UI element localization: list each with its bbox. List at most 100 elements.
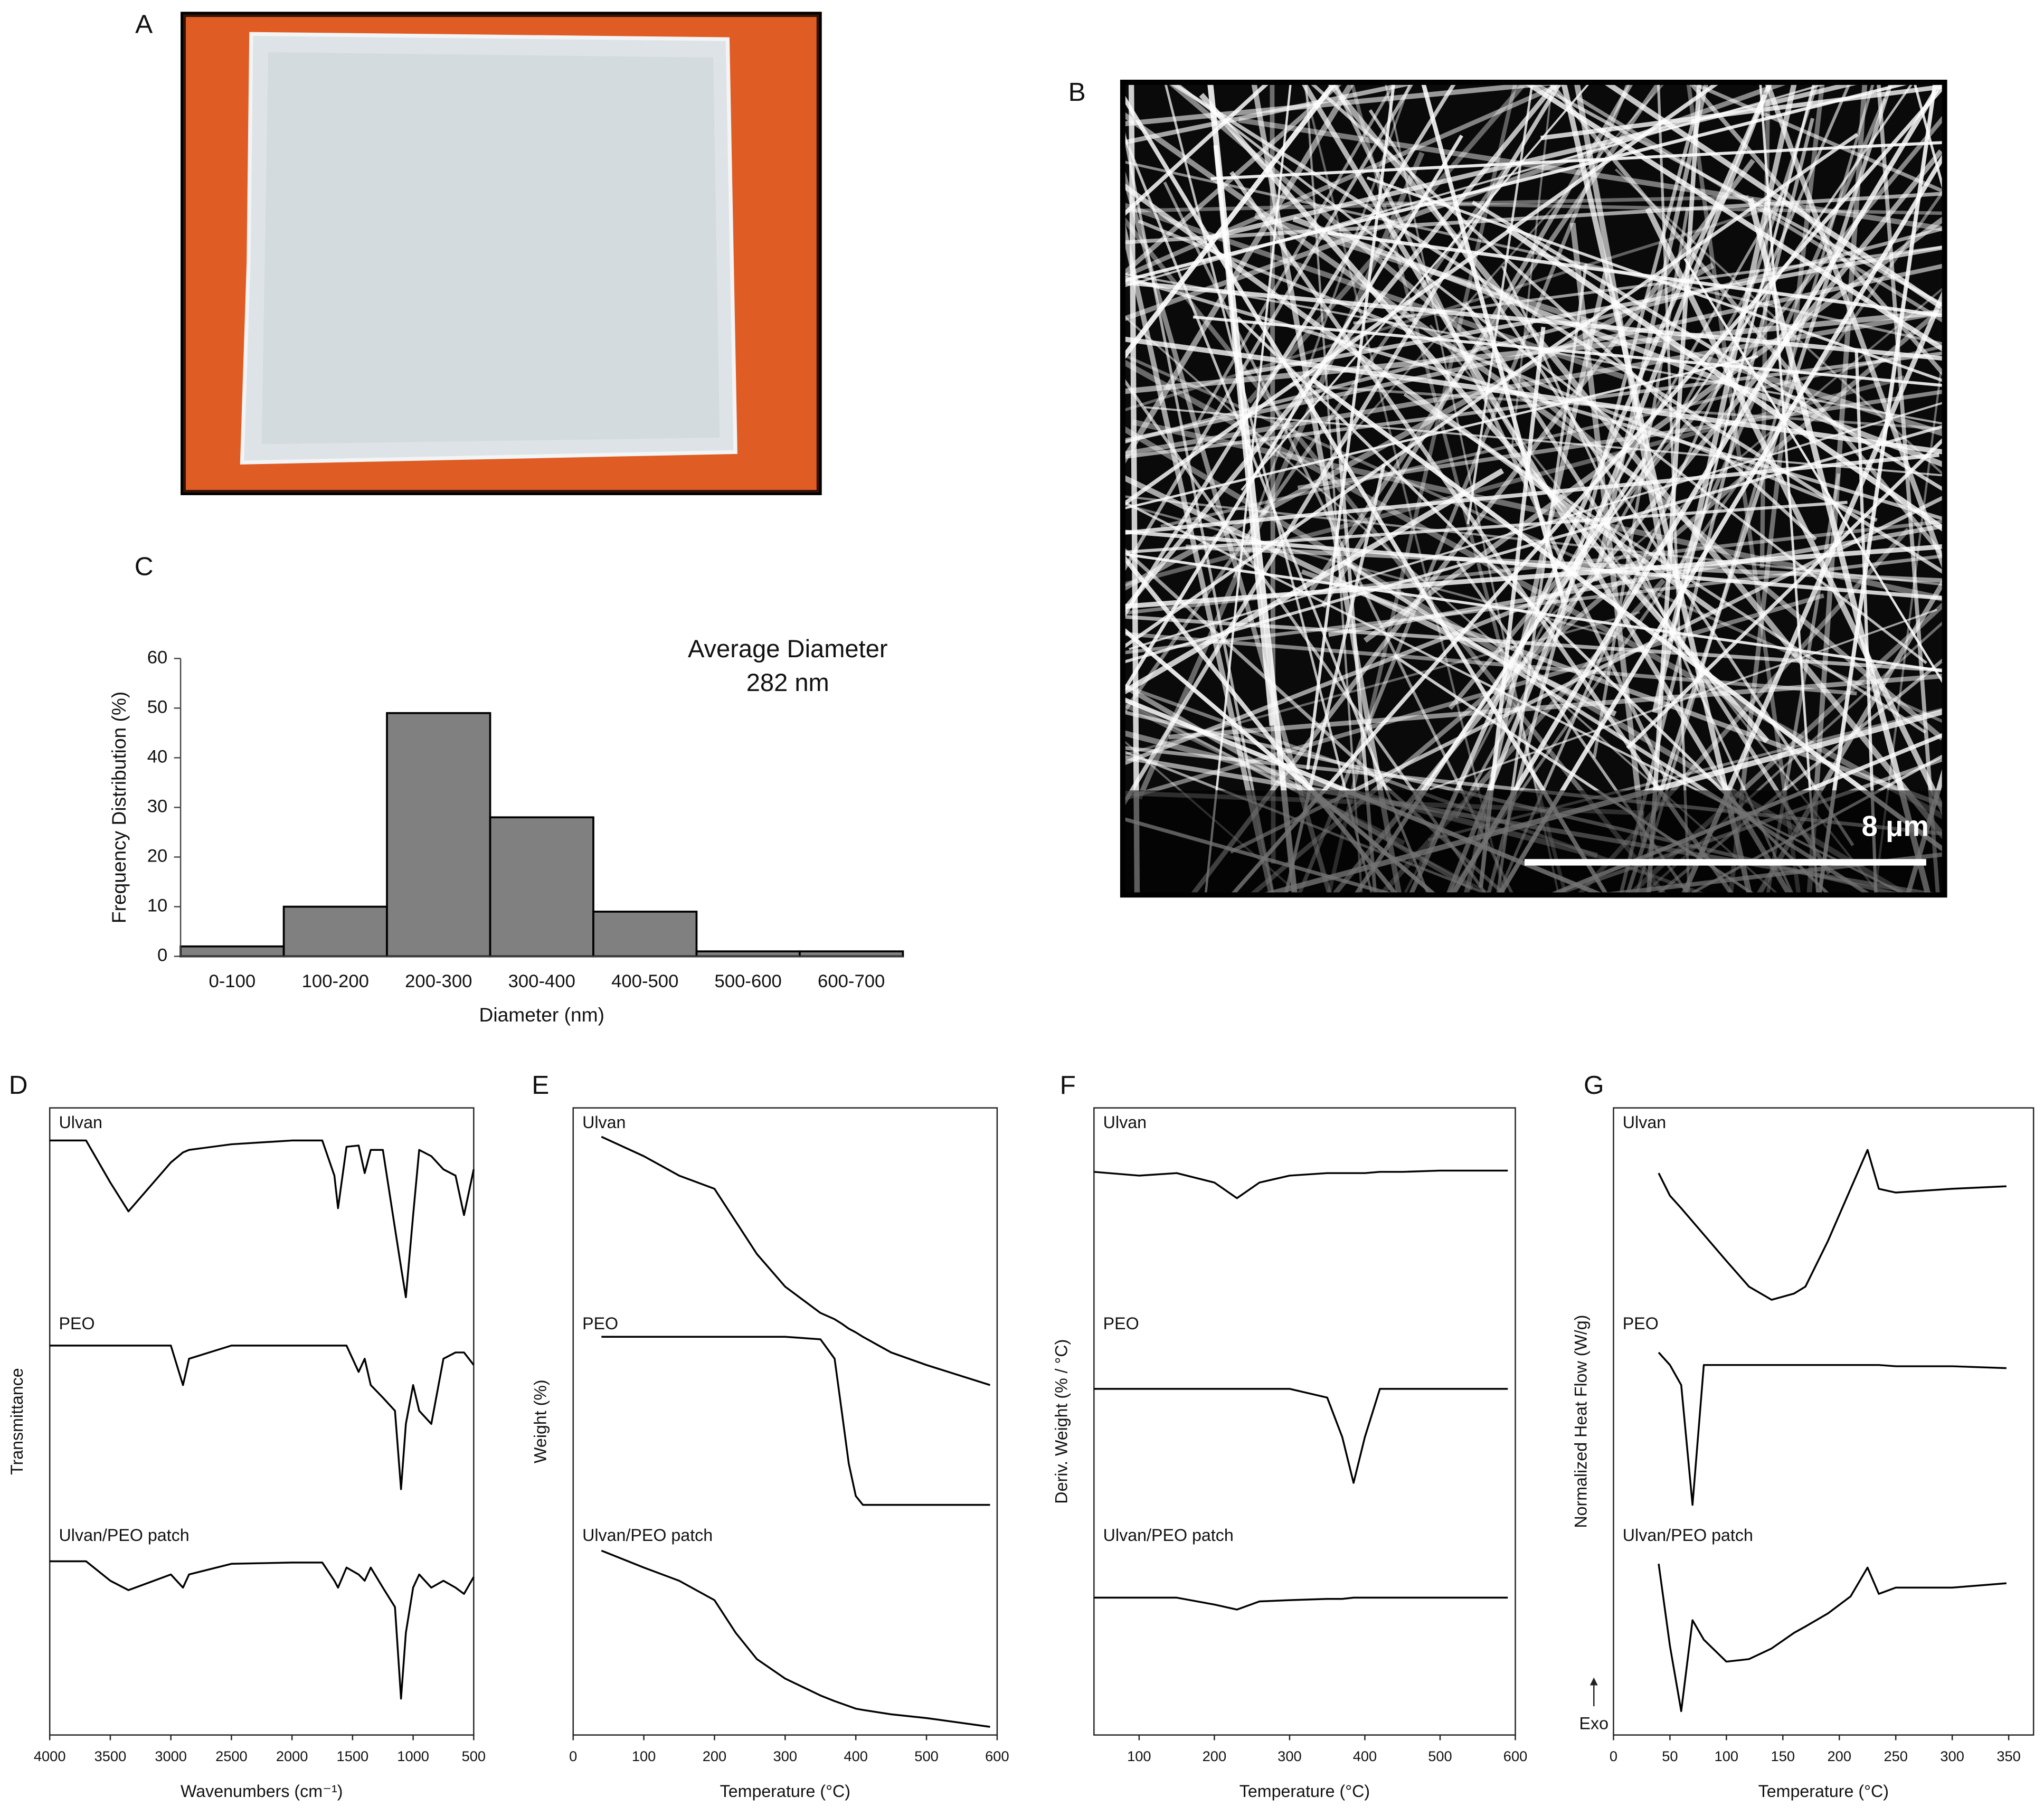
- fiber: [1498, 154, 1942, 893]
- fiber: [1125, 84, 1558, 612]
- x-tick-label: 500: [462, 1748, 486, 1764]
- line: [50, 1560, 475, 1700]
- x-tick-label: 200: [703, 1748, 726, 1764]
- bar: [799, 950, 904, 958]
- fiber: [1549, 84, 1942, 557]
- y-axis-label: Normalized Heat Flow (W/g): [1571, 1315, 1590, 1528]
- fiber: [1239, 245, 1942, 376]
- fiber: [1125, 84, 1456, 617]
- series-label: Ulvan: [1103, 1113, 1147, 1132]
- fiber: [1306, 84, 1395, 770]
- x-tick-label: 50: [1662, 1748, 1678, 1764]
- fiber: [1125, 84, 1354, 464]
- fiber: [1645, 207, 1942, 815]
- fiber: [1251, 84, 1402, 893]
- fiber: [1303, 84, 1505, 893]
- plots: A B C D E F G 0 10 20 30 40 50 60 0-100 100-200 200-300 3…: [7, 10, 2034, 1801]
- x-tick-label: 300: [1278, 1748, 1301, 1764]
- x-tick-label: 500: [914, 1748, 938, 1764]
- fiber: [1686, 84, 1801, 893]
- fiber: [1125, 529, 1942, 600]
- fiber: [1447, 191, 1942, 893]
- fiber: [1125, 262, 1715, 591]
- fiber: [1125, 160, 1942, 345]
- bar: [179, 945, 285, 958]
- x-tick-label: 4000: [34, 1748, 66, 1764]
- fiber: [1125, 519, 1942, 615]
- fiber: [1451, 84, 1942, 893]
- fiber: [1534, 84, 1942, 306]
- line: [601, 1336, 990, 1506]
- fiber: [1125, 360, 1942, 819]
- fiber: [1125, 375, 1905, 587]
- panel-label: G: [1584, 1071, 1604, 1100]
- fiber: [1128, 84, 1140, 893]
- x-tick-label: 0: [1610, 1748, 1617, 1764]
- y-axis-label: Transmittance: [7, 1368, 26, 1475]
- x-tick-label: 100: [632, 1748, 656, 1764]
- y-tick-label: 10: [147, 896, 168, 916]
- fiber: [1540, 84, 1942, 140]
- y-tick-label: 50: [147, 697, 168, 717]
- x-tick-label: 500: [1428, 1748, 1452, 1764]
- fiber: [1210, 141, 1942, 181]
- fiber: [1125, 503, 1616, 638]
- fiber: [1254, 212, 1942, 437]
- fiber: [1615, 168, 1942, 475]
- x-tick-label: 2500: [215, 1748, 248, 1764]
- fiber: [1197, 84, 1395, 422]
- fiber: [1765, 84, 1942, 569]
- y-axis-label: Deriv. Weight (% / °C): [1052, 1339, 1071, 1504]
- fiber: [1132, 419, 1942, 602]
- fiber: [1497, 84, 1851, 893]
- x-tick-label: 350: [1996, 1748, 2020, 1764]
- line: [1658, 1149, 2007, 1301]
- fiber: [1336, 84, 1664, 451]
- x-tick-label: 400: [1353, 1748, 1377, 1764]
- fiber: [1725, 84, 1818, 365]
- fiber: [1605, 84, 1942, 311]
- x-tick-label: 1500: [337, 1748, 369, 1764]
- x-tick-label: 600: [985, 1748, 1009, 1764]
- fiber: [1125, 336, 1942, 455]
- x-tick-label: 400-500: [611, 971, 678, 991]
- x-axis-label: Temperature (°C): [1758, 1782, 1889, 1801]
- fiber: [1625, 84, 1892, 893]
- fiber: [1125, 632, 1857, 696]
- fiber: [1385, 201, 1942, 215]
- series-label: Ulvan: [582, 1113, 626, 1132]
- x-tick-label: 500-600: [715, 971, 782, 991]
- fiber: [1125, 352, 1942, 459]
- x-tick-label: 300: [773, 1748, 797, 1764]
- x-tick-label: 200: [1828, 1748, 1851, 1764]
- fiber: [1353, 245, 1942, 325]
- fiber: [1510, 288, 1942, 650]
- bar: [489, 816, 594, 958]
- fiber: [1363, 216, 1942, 643]
- x-tick-label: 3000: [155, 1748, 187, 1764]
- fiber: [1125, 84, 1414, 145]
- series-label: Ulvan/PEO patch: [59, 1526, 190, 1545]
- x-axis-label: Diameter (nm): [479, 1004, 604, 1026]
- fiber: [1414, 84, 1913, 801]
- series-label: PEO: [1623, 1314, 1659, 1333]
- line: [1094, 1169, 1508, 1199]
- line: [601, 1549, 990, 1728]
- x-tick-label: 150: [1771, 1748, 1795, 1764]
- annotation-arrowhead: [1589, 1677, 1598, 1686]
- y-tick-label: 30: [147, 797, 168, 817]
- x-tick-label: 200-300: [405, 971, 472, 991]
- x-tick-label: 200: [1203, 1748, 1226, 1764]
- plot-frame: [1613, 1107, 2034, 1736]
- fiber: [1759, 84, 1771, 568]
- fiber: [1766, 473, 1841, 893]
- x-tick-label: 600: [1503, 1748, 1527, 1764]
- series-label: PEO: [582, 1314, 618, 1333]
- fiber: [1176, 84, 1927, 664]
- fiber: [1125, 217, 1666, 893]
- fiber: [1403, 393, 1927, 734]
- x-tick-label: 1000: [397, 1748, 429, 1764]
- fiber: [1238, 117, 1942, 231]
